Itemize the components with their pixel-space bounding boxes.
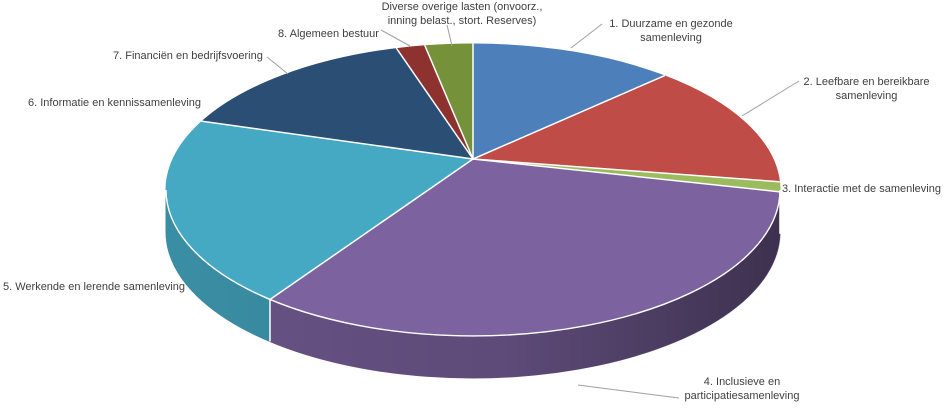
slice-label-5: 5. Werkende en lerende samenleving [3,281,186,293]
pie-slice-1-top [472,43,665,160]
leader-line-slice-8 [380,29,411,47]
pie-slice-4-side-shade [269,191,780,379]
slice-divider-1 [472,75,665,160]
slice-label-2: 2. Leefbare en bereikbare samenleving [803,76,930,102]
slice-divider-6 [201,120,474,160]
slice-divider-4 [269,158,474,301]
pie-slice-7-top [201,48,474,160]
slice-divider-3 [472,158,781,193]
slice-label-4: 4. Inclusieve en participatiesamenleving [684,376,800,402]
pie-slice-5-side-shade [168,210,270,342]
slice-label-6: 6. Informatie en kennissamenleving [28,97,202,109]
pie-slice-6-side-shade [166,190,169,253]
slice-label-1: 1. Duurzame en gezonde samenleving [609,18,733,44]
slice-label-9: Diverse overige lasten (onvoorz., inning… [381,1,543,27]
slice-divider-8 [424,45,474,160]
slice-label-3: 3. Interactie met de samenleving [782,183,941,195]
slice-label-8: 8. Algemeen bestuur [278,28,379,40]
leader-line-slice-1 [570,23,603,49]
pie-slice-2-top [472,75,781,183]
slice-divider-7 [395,47,474,160]
slice-label-7: 7. Financiën en bedrijfsvoering [113,50,263,62]
leader-line-slice-4 [577,384,680,399]
slice-divider-2 [472,158,781,183]
leader-line-slice-2 [741,80,800,117]
pie-front-rim-line [165,189,781,337]
leader-line-slice-9 [446,24,453,47]
leader-line-slice-7 [266,56,289,75]
